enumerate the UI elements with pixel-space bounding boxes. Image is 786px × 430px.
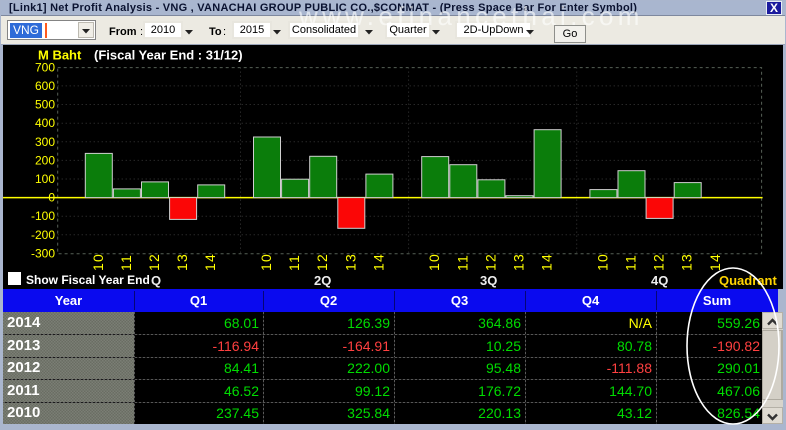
svg-text:11: 11 [286, 254, 302, 271]
svg-text:11: 11 [623, 254, 639, 271]
svg-text:-200: -200 [31, 228, 55, 242]
svg-text:200: 200 [35, 153, 55, 167]
svg-text:13: 13 [679, 253, 695, 271]
svg-text:-100: -100 [31, 209, 55, 223]
svg-text:13: 13 [342, 253, 358, 271]
svg-text:14: 14 [707, 253, 723, 271]
svg-text:12: 12 [482, 253, 498, 271]
svg-text:10: 10 [258, 253, 274, 271]
svg-text:14: 14 [370, 253, 386, 271]
svg-text:13: 13 [174, 253, 190, 271]
svg-text:600: 600 [35, 79, 55, 93]
svg-text:12: 12 [314, 253, 330, 271]
svg-text:14: 14 [202, 253, 218, 271]
svg-text:700: 700 [35, 60, 55, 74]
svg-text:14: 14 [539, 253, 555, 271]
svg-text:-300: -300 [31, 246, 55, 260]
svg-text:10: 10 [594, 253, 610, 271]
svg-text:300: 300 [35, 135, 55, 149]
svg-text:0: 0 [48, 191, 55, 205]
svg-text:12: 12 [146, 253, 162, 271]
svg-text:12: 12 [651, 253, 667, 271]
svg-text:10: 10 [90, 253, 106, 271]
svg-text:100: 100 [35, 172, 55, 186]
svg-text:10: 10 [426, 253, 442, 271]
svg-text:13: 13 [511, 253, 527, 271]
svg-text:M Baht: M Baht [38, 48, 82, 63]
svg-text:500: 500 [35, 98, 55, 112]
svg-text:400: 400 [35, 116, 55, 130]
svg-text:11: 11 [454, 254, 470, 271]
svg-text:11: 11 [118, 254, 134, 271]
svg-text:(Fiscal Year End : 31/12): (Fiscal Year End : 31/12) [94, 48, 243, 63]
